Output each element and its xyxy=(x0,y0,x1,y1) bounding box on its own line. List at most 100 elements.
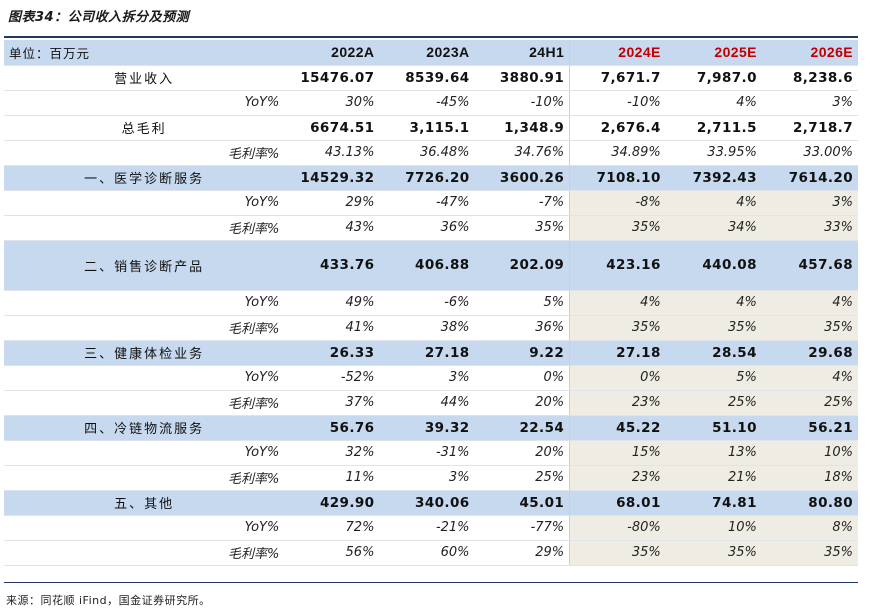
value-cell: 43% xyxy=(284,215,380,241)
metric-label: YoY% xyxy=(4,440,285,466)
table-row: 毛利率% 43% 36% 35% 35% 34% 33% xyxy=(4,215,858,241)
value-cell: 35% xyxy=(761,540,858,566)
value-cell: 4% xyxy=(665,90,762,116)
revenue-forecast-table: 单位：百万元 2022A 2023A 24H1 2024E 2025E 2026… xyxy=(4,40,858,566)
metric-label: YoY% xyxy=(4,190,285,216)
value-cell: 6674.51 xyxy=(284,115,380,141)
value-cell: 7108.10 xyxy=(569,165,666,191)
title-divider xyxy=(4,36,858,38)
row-label: 四、冷链物流服务 xyxy=(4,415,285,441)
value-cell: 423.16 xyxy=(569,240,666,291)
col-header-2023a: 2023A xyxy=(379,40,475,66)
table-row: 一、医学诊断服务 14529.32 7726.20 3600.26 7108.10 739… xyxy=(4,165,858,191)
value-cell: 23% xyxy=(569,390,666,416)
table-row: YoY% 30% -45% -10% -10% 4% 3% xyxy=(4,90,858,116)
value-cell: 4% xyxy=(569,290,666,316)
value-cell: 3% xyxy=(379,465,475,491)
value-cell: 4% xyxy=(761,290,858,316)
value-cell: 45.01 xyxy=(474,490,571,516)
table-row: YoY% 49% -6% 5% 4% 4% 4% xyxy=(4,290,858,316)
metric-label: YoY% xyxy=(4,365,285,391)
value-cell: -52% xyxy=(284,365,380,391)
value-cell: 25% xyxy=(474,465,571,491)
value-cell: 7,671.7 xyxy=(569,65,666,91)
value-cell: 27.18 xyxy=(569,340,666,366)
value-cell: -47% xyxy=(379,190,475,216)
value-cell: 35% xyxy=(665,315,762,341)
value-cell: 23% xyxy=(569,465,666,491)
value-cell: 35% xyxy=(569,315,666,341)
value-cell: 43.13% xyxy=(284,140,380,166)
value-cell: 7392.43 xyxy=(665,165,762,191)
source-note: 来源：同花顺 iFind，国金证券研究所。 xyxy=(6,594,211,607)
table-row: 三、健康体检业务 26.33 27.18 9.22 27.18 28.54 29.68 xyxy=(4,340,858,366)
value-cell: -10% xyxy=(569,90,666,116)
value-cell: 36.48% xyxy=(379,140,475,166)
value-cell: 34.89% xyxy=(569,140,666,166)
value-cell: 29% xyxy=(284,190,380,216)
table-header-row: 单位：百万元 2022A 2023A 24H1 2024E 2025E 2026… xyxy=(4,40,858,66)
value-cell: 5% xyxy=(474,290,571,316)
value-cell: 72% xyxy=(284,515,380,541)
figure-title: 图表34：公司收入拆分及预测 xyxy=(8,10,190,25)
value-cell: 3880.91 xyxy=(474,65,571,91)
value-cell: 33% xyxy=(761,215,858,241)
value-cell: 8539.64 xyxy=(379,65,475,91)
metric-label: YoY% xyxy=(4,90,285,116)
value-cell: 457.68 xyxy=(761,240,858,291)
row-label: 五、其他 xyxy=(4,490,285,516)
table-row: YoY% -52% 3% 0% 0% 5% 4% xyxy=(4,365,858,391)
row-label: 总毛利 xyxy=(4,115,285,141)
value-cell: 15% xyxy=(569,440,666,466)
value-cell: 7,987.0 xyxy=(665,65,762,91)
value-cell: 34% xyxy=(665,215,762,241)
unit-label: 单位：百万元 xyxy=(4,40,285,66)
metric-label: YoY% xyxy=(4,290,285,316)
value-cell: 38% xyxy=(379,315,475,341)
value-cell: 4% xyxy=(761,365,858,391)
value-cell: -45% xyxy=(379,90,475,116)
metric-label: 毛利率% xyxy=(4,315,285,341)
value-cell: 3600.26 xyxy=(474,165,571,191)
table-row: 营业收入 15476.07 8539.64 3880.91 7,671.7 7,987.0… xyxy=(4,65,858,91)
table-row: 毛利率% 56% 60% 29% 35% 35% 35% xyxy=(4,540,858,566)
value-cell: 35% xyxy=(665,540,762,566)
value-cell: 3,115.1 xyxy=(379,115,475,141)
row-label: 二、销售诊断产品 xyxy=(4,240,285,291)
value-cell: 35% xyxy=(474,215,571,241)
value-cell: 440.08 xyxy=(665,240,762,291)
value-cell: 2,711.5 xyxy=(665,115,762,141)
metric-label: 毛利率% xyxy=(4,465,285,491)
value-cell: 3% xyxy=(761,190,858,216)
value-cell: 5% xyxy=(665,365,762,391)
value-cell: 8% xyxy=(761,515,858,541)
value-cell: 49% xyxy=(284,290,380,316)
value-cell: 14529.32 xyxy=(284,165,380,191)
row-label: 营业收入 xyxy=(4,65,285,91)
value-cell: 15476.07 xyxy=(284,65,380,91)
value-cell: 202.09 xyxy=(474,240,571,291)
value-cell: 56% xyxy=(284,540,380,566)
value-cell: 32% xyxy=(284,440,380,466)
value-cell: 33.00% xyxy=(761,140,858,166)
col-header-24h1: 24H1 xyxy=(474,40,571,66)
value-cell: 9.22 xyxy=(474,340,571,366)
value-cell: 36% xyxy=(474,315,571,341)
table-row: 毛利率% 43.13% 36.48% 34.76% 34.89% 33.95% 33.00% xyxy=(4,140,858,166)
value-cell: 3% xyxy=(379,365,475,391)
value-cell: 28.54 xyxy=(665,340,762,366)
value-cell: 34.76% xyxy=(474,140,571,166)
value-cell: -21% xyxy=(379,515,475,541)
row-label: 三、健康体检业务 xyxy=(4,340,285,366)
value-cell: 11% xyxy=(284,465,380,491)
table-row: 四、冷链物流服务 56.76 39.32 22.54 45.22 51.10 56.21 xyxy=(4,415,858,441)
value-cell: 35% xyxy=(569,215,666,241)
value-cell: 0% xyxy=(474,365,571,391)
value-cell: 20% xyxy=(474,440,571,466)
value-cell: -8% xyxy=(569,190,666,216)
value-cell: 68.01 xyxy=(569,490,666,516)
value-cell: 21% xyxy=(665,465,762,491)
col-header-2024e: 2024E xyxy=(569,40,666,66)
metric-label: 毛利率% xyxy=(4,140,285,166)
table-row: 毛利率% 37% 44% 20% 23% 25% 25% xyxy=(4,390,858,416)
